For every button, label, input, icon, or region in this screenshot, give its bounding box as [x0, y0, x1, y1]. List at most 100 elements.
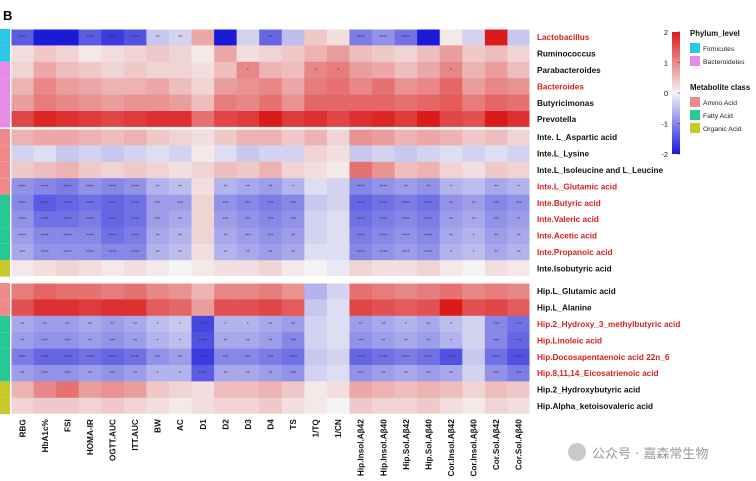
heatmap-cell — [417, 161, 441, 179]
significance-mark: **** — [63, 184, 71, 189]
heatmap-cell — [78, 365, 102, 382]
significance-mark: **** — [63, 217, 71, 222]
heatmap-cell — [78, 260, 102, 277]
significance-mark: * — [179, 322, 181, 327]
heatmap-cell — [33, 145, 57, 163]
heatmap-cell — [439, 348, 463, 366]
heatmap-cell — [168, 94, 192, 112]
heatmap-cell — [326, 78, 350, 95]
heatmap-cell — [507, 299, 531, 317]
significance-mark: *** — [245, 354, 251, 359]
significance-mark: * — [157, 322, 159, 327]
significance-mark: **** — [18, 35, 26, 40]
color-scale-tick-label: -1 — [661, 120, 668, 129]
heatmap-cell — [56, 227, 79, 245]
significance-mark: ** — [156, 250, 160, 255]
heatmap-cell — [326, 332, 350, 349]
annotation-cell — [0, 178, 10, 195]
heatmap-cell — [259, 129, 283, 146]
heatmap-cell — [33, 332, 57, 349]
heatmap-cell — [146, 283, 170, 300]
annotation-cell — [0, 111, 10, 128]
significance-mark: **** — [63, 354, 71, 359]
heatmap-cell — [259, 111, 283, 128]
heatmap-cell — [56, 61, 79, 79]
heatmap-cell — [101, 45, 125, 63]
significance-mark: * — [473, 233, 475, 238]
heatmap-cell — [281, 365, 305, 382]
heatmap-cell — [214, 299, 237, 317]
row-label: Inte.Isobutyric acid — [537, 264, 612, 273]
significance-mark: **** — [424, 35, 432, 40]
heatmap-cell — [236, 61, 260, 79]
column-label: Cor.Sol.Aβ40 — [515, 419, 524, 470]
heatmap-cell — [78, 332, 102, 349]
significance-mark: ** — [223, 371, 227, 376]
heatmap-cell — [101, 227, 125, 245]
heatmap-cell — [56, 397, 79, 415]
heatmap-cell — [372, 78, 395, 95]
significance-mark: ** — [133, 371, 137, 376]
heatmap-cell — [11, 332, 34, 349]
heatmap-cell — [78, 211, 102, 228]
heatmap-cell — [326, 61, 350, 79]
heatmap-cell — [146, 260, 170, 277]
heatmap-cell — [146, 145, 170, 163]
row-label: Hip.L_Glutamic acid — [537, 287, 616, 296]
heatmap-cell — [11, 211, 34, 228]
heatmap-cell — [236, 299, 260, 317]
heatmap-cell — [304, 29, 328, 46]
significance-mark: **** — [18, 217, 26, 222]
heatmap-cell — [394, 283, 418, 300]
heatmap-cell — [484, 129, 508, 146]
heatmap-cell — [326, 348, 350, 366]
heatmap-cell — [214, 129, 237, 146]
heatmap-cell — [462, 94, 486, 112]
column-label: ITT.AUC — [131, 419, 140, 450]
heatmap-cell — [78, 299, 102, 317]
heatmap-cell — [146, 211, 170, 228]
heatmap-cell — [281, 161, 305, 179]
heatmap-cell — [304, 78, 328, 95]
significance-mark: * — [315, 68, 317, 73]
significance-mark: ** — [404, 184, 408, 189]
significance-mark: ** — [494, 184, 498, 189]
heatmap-cell — [236, 315, 260, 333]
heatmap-cell — [484, 61, 508, 79]
heatmap-cell — [507, 29, 531, 46]
significance-mark: **** — [18, 354, 26, 359]
heatmap-cell — [56, 315, 79, 333]
heatmap-cell — [56, 194, 79, 212]
heatmap-cell — [304, 129, 328, 146]
phylum-legend-title: Phylum_level — [690, 29, 740, 38]
heatmap-cell — [304, 348, 328, 366]
heatmap-cell — [168, 315, 192, 333]
heatmap-cell — [326, 145, 350, 163]
watermark-text: 公众号 · 嘉森常生物 — [592, 446, 709, 462]
heatmap-cell — [78, 45, 102, 63]
heatmap-cell — [33, 94, 57, 112]
phylum-legend-swatch — [690, 56, 700, 66]
heatmap-cell — [101, 78, 125, 95]
significance-mark: **** — [109, 184, 117, 189]
heatmap-cell — [439, 178, 463, 195]
class-legend-swatch — [690, 123, 700, 133]
significance-mark: **** — [63, 233, 71, 238]
significance-mark: **** — [63, 35, 71, 40]
heatmap-cell — [372, 381, 395, 399]
heatmap-cell — [304, 365, 328, 382]
row-label: Hip.L_Alanine — [537, 304, 592, 313]
heatmap-cell — [56, 211, 79, 228]
heatmap-cell — [462, 161, 486, 179]
heatmap-cell — [168, 178, 192, 195]
significance-mark: **** — [424, 233, 432, 238]
heatmap-cell — [123, 161, 147, 179]
annotation-cell — [0, 227, 10, 244]
significance-mark: **** — [402, 354, 410, 359]
heatmap-cell — [56, 348, 79, 366]
heatmap-cell — [33, 315, 57, 333]
heatmap-cell — [78, 129, 102, 146]
heatmap-cell — [101, 243, 125, 261]
heatmap-cell — [439, 381, 463, 399]
heatmap-cell — [123, 283, 147, 300]
